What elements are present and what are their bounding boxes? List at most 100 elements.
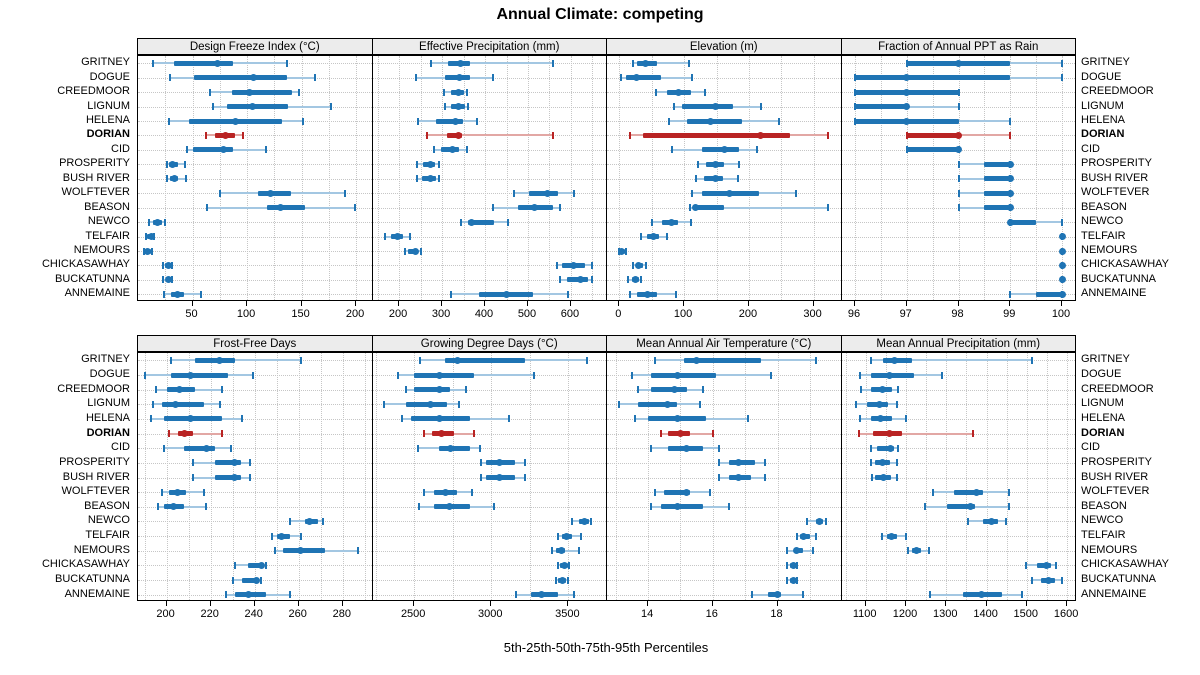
median-dot: [435, 371, 443, 379]
whisker-cap-high: [777, 117, 780, 125]
whisker-cap-low: [154, 386, 157, 394]
iqr-bar-25-75: [693, 205, 725, 211]
whisker-cap-low: [218, 189, 221, 197]
site-label-left-buckatunna: BUCKATUNNA: [55, 272, 130, 285]
iqr-bar-25-75: [439, 445, 471, 451]
whisker-cap-high: [826, 204, 829, 212]
axis-tick: [1025, 601, 1027, 606]
whisker-cap-low: [515, 591, 518, 599]
whisker-cap-low: [150, 415, 153, 423]
row-gridline: [841, 536, 1075, 538]
whisker-cap-low: [209, 88, 211, 96]
whisker-cap-low: [718, 459, 721, 467]
site-label-right-telfair: TELFAIR: [1081, 529, 1126, 542]
iqr-bar-25-75: [702, 147, 740, 153]
vertical-gridline: [442, 56, 444, 300]
panel-strip-mean-annual-air-temperature-c: Mean Annual Air Temperature (°C): [606, 335, 842, 352]
strip-title-design-freeze-index-c: Design Freeze Index (°C): [189, 40, 320, 53]
axis-tick: [683, 300, 685, 306]
whisker-cap-high: [718, 444, 721, 452]
whisker-cap-low: [558, 276, 561, 284]
whisker-cap-low: [433, 146, 436, 154]
iqr-bar-25-75: [638, 401, 678, 407]
median-dot: [214, 59, 222, 67]
whisker-cap-high: [687, 59, 690, 67]
axis-tick: [165, 601, 167, 606]
whisker-cap-low: [653, 488, 656, 496]
axis-tick: [191, 300, 193, 306]
axis-tick-label: 50: [185, 307, 198, 320]
site-label-left-bush-river: BUSH RIVER: [62, 171, 130, 184]
row-gridline: [607, 265, 841, 267]
whisker-cap-low: [273, 547, 276, 555]
whisker-cap-high: [1009, 117, 1012, 125]
median-dot: [1006, 160, 1014, 168]
whisker-cap-low: [142, 247, 145, 255]
whisker-cap-high: [151, 247, 154, 255]
whisker-cap-low: [957, 189, 960, 197]
whisker-5-95: [871, 359, 1032, 362]
whisker-cap-high: [666, 233, 669, 240]
iqr-bar-25-75: [954, 489, 984, 495]
site-label-right-wolftever: WOLFTEVER: [1081, 186, 1150, 199]
whisker-cap-low: [627, 276, 630, 284]
site-label-right-cid: CID: [1081, 441, 1100, 454]
axis-tick-label: 200: [738, 307, 758, 320]
axis-tick: [945, 601, 947, 606]
whisker-cap-low: [667, 117, 670, 125]
median-dot: [202, 444, 210, 452]
axis-tick-label: 300: [803, 307, 822, 320]
whisker-cap-low: [480, 459, 483, 467]
median-dot: [1042, 561, 1050, 569]
median-dot: [903, 88, 911, 96]
row-gridline: [138, 536, 372, 538]
median-dot: [903, 103, 911, 110]
row-gridline: [138, 222, 372, 224]
whisker-cap-high: [220, 430, 223, 438]
site-label-right-prosperity: PROSPERITY: [1081, 455, 1152, 468]
row-gridline: [138, 521, 372, 523]
iqr-bar-25-75: [906, 132, 959, 138]
median-dot: [692, 204, 700, 212]
whisker-cap-high: [492, 74, 495, 82]
median-dot: [903, 74, 911, 82]
site-label-right-dogue: DOGUE: [1081, 70, 1122, 83]
iqr-bar-25-75: [871, 372, 915, 378]
median-dot: [793, 547, 801, 555]
whisker-cap-high: [264, 561, 267, 569]
whisker-cap-low: [204, 131, 207, 139]
row-gridline: [841, 477, 1075, 479]
site-label-left-annemaine: ANNEMAINE: [64, 287, 130, 300]
whisker-cap-low: [695, 175, 698, 183]
whisker-cap-high: [905, 532, 908, 540]
median-dot: [1006, 218, 1014, 226]
whisker-cap-high: [708, 488, 711, 496]
median-dot: [1006, 204, 1014, 212]
median-dot: [720, 146, 728, 154]
whisker-cap-low: [513, 189, 516, 197]
whisker-cap-high: [357, 547, 360, 555]
vertical-gridline: [932, 56, 934, 300]
site-label-left-lignum: LIGNUM: [87, 99, 130, 112]
site-label-left-telfair: TELFAIR: [85, 529, 130, 542]
site-label-right-chickasawhay: CHICKASAWHAY: [1081, 258, 1170, 271]
row-gridline: [841, 279, 1075, 281]
median-dot: [875, 400, 883, 408]
whisker-cap-high: [624, 247, 627, 255]
site-label-right-helena: HELENA: [1081, 114, 1126, 126]
median-dot: [877, 415, 885, 423]
median-dot: [1058, 276, 1066, 284]
median-dot: [955, 146, 962, 154]
row-gridline: [841, 580, 1075, 581]
site-label-left-chickasawhay: CHICKASAWHAY: [41, 258, 130, 271]
site-label-right-newco: NEWCO: [1081, 514, 1124, 527]
site-label-left-beason: BEASON: [84, 499, 130, 512]
whisker-cap-high: [896, 444, 899, 452]
whisker-cap-high: [533, 371, 536, 379]
row-gridline: [841, 375, 1075, 376]
median-dot: [617, 247, 625, 255]
whisker-cap-high: [698, 400, 701, 408]
whisker-cap-low: [233, 561, 236, 569]
axis-tick-label: 2500: [400, 608, 426, 620]
row-gridline: [607, 389, 841, 391]
